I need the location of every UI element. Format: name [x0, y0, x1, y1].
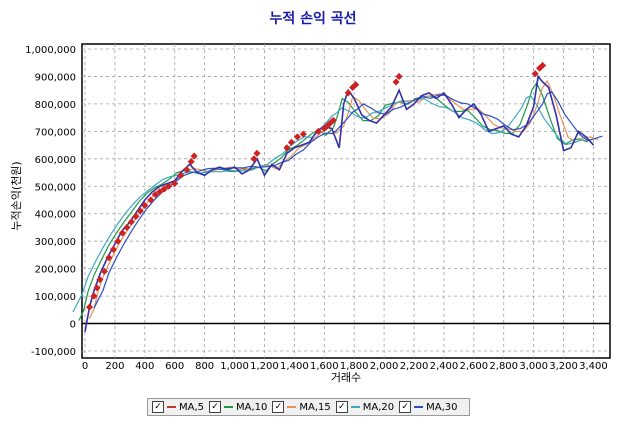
legend-checkbox[interactable]: ✓ — [335, 401, 348, 413]
x-tick-label: 2,600 — [460, 361, 489, 372]
peak-marker — [109, 245, 117, 253]
legend-label: MA,10 — [236, 401, 268, 413]
y-tick-label: 300,000 — [35, 237, 76, 248]
series-line-ma-20 — [72, 94, 582, 313]
y-axis-label: 누적손익(천원) — [9, 161, 23, 230]
peak-marker — [127, 218, 135, 226]
legend-label: MA,30 — [426, 401, 458, 413]
legend-label: MA,15 — [299, 401, 331, 413]
legend-item-ma-5[interactable]: ✓ MA,5 — [152, 401, 204, 413]
y-tick-label: 500,000 — [35, 182, 76, 193]
x-tick-label: 1,800 — [340, 361, 369, 372]
legend-checkbox[interactable]: ✓ — [399, 401, 412, 413]
legend-swatch — [167, 406, 176, 408]
peak-marker — [395, 72, 403, 80]
x-axis-ticks: 0 200 400 600 800 1,000 1,200 1,400 1,600 1,800 2,… — [82, 361, 608, 372]
y-tick-label: 400,000 — [35, 210, 76, 221]
y-tick-label: 600,000 — [35, 155, 76, 166]
peak-marker — [329, 116, 337, 124]
plot-area — [81, 43, 611, 359]
y-tick-label: 800,000 — [35, 100, 76, 111]
peak-marker — [250, 155, 258, 163]
peak-marker — [114, 237, 122, 245]
x-tick-label: 800 — [195, 361, 214, 372]
legend-swatch — [224, 406, 234, 408]
y-tick-label: -100,000 — [31, 347, 76, 358]
peak-marker — [190, 152, 198, 160]
x-tick-label: 3,200 — [549, 361, 578, 372]
peak-marker — [90, 292, 98, 300]
peak-marker — [299, 130, 307, 138]
new-high-markers — [85, 61, 547, 311]
legend-checkbox[interactable]: ✓ — [272, 401, 285, 413]
x-tick-label: 1,600 — [310, 361, 339, 372]
x-tick-label: 0 — [82, 361, 88, 372]
x-tick-label: 1,400 — [280, 361, 309, 372]
peak-marker — [171, 179, 179, 188]
y-tick-label: 900,000 — [35, 72, 76, 83]
legend-checkbox[interactable]: ✓ — [209, 401, 222, 413]
legend-label: MA,20 — [362, 401, 395, 413]
peak-marker — [100, 267, 108, 275]
y-axis-ticks: 1,000,000 900,000 800,000 700,000 600,000 500… — [25, 45, 76, 358]
legend-swatch — [350, 406, 360, 408]
legend-item-ma-20[interactable]: ✓ MA,20 — [335, 401, 395, 413]
y-tick-label: 700,000 — [35, 127, 76, 138]
x-tick-label: 3,000 — [519, 361, 548, 372]
y-tick-label: 100,000 — [35, 292, 76, 303]
x-axis-label: 거래수 — [331, 371, 361, 384]
peak-marker — [118, 229, 126, 237]
legend-swatch — [287, 406, 297, 408]
legend-item-ma-30[interactable]: ✓ MA,30 — [399, 401, 458, 413]
peak-marker — [314, 127, 322, 135]
peak-marker — [123, 223, 131, 231]
peak-marker — [392, 78, 400, 86]
x-tick-label: 400 — [135, 361, 154, 372]
peak-marker — [165, 182, 173, 190]
x-tick-label: 2,200 — [400, 361, 429, 372]
legend: ✓ MA,5 ✓ MA,10 ✓ MA,15 ✓ MA,20 ✓ MA,30 — [147, 398, 470, 416]
peak-marker — [283, 144, 291, 152]
peak-marker — [141, 201, 149, 210]
y-tick-label: 0 — [70, 320, 76, 331]
peak-marker — [160, 185, 168, 193]
peak-marker — [105, 254, 113, 262]
peak-marker — [177, 171, 185, 179]
peak-marker — [96, 276, 104, 284]
x-tick-label: 2,800 — [489, 361, 518, 372]
legend-checkbox[interactable]: ✓ — [152, 401, 164, 413]
peak-marker — [132, 212, 140, 221]
peak-marker — [531, 70, 539, 78]
x-tick-label: 1,000 — [220, 361, 249, 372]
x-tick-label: 1,200 — [250, 361, 279, 372]
peak-marker — [156, 188, 164, 196]
peak-marker — [151, 190, 159, 199]
peak-marker — [539, 61, 547, 70]
equity-line — [84, 74, 595, 332]
peak-marker — [293, 133, 301, 141]
legend-label: MA,5 — [179, 401, 205, 413]
x-tick-label: 3,400 — [579, 361, 608, 372]
x-tick-label: 600 — [165, 361, 184, 372]
x-tick-label: 2,400 — [430, 361, 459, 372]
y-tick-label: 200,000 — [35, 265, 76, 276]
peak-marker — [352, 81, 360, 89]
peak-marker — [136, 207, 144, 215]
grid-lines — [82, 44, 610, 358]
y-tick-label: 1,000,000 — [25, 45, 76, 56]
legend-swatch — [414, 406, 424, 408]
peak-marker — [344, 89, 352, 97]
legend-item-ma-15[interactable]: ✓ MA,15 — [272, 401, 331, 413]
peak-marker — [85, 303, 94, 311]
chart-title: 누적 손익 곡선 — [269, 10, 356, 27]
peak-marker — [287, 138, 295, 146]
peak-marker — [187, 158, 195, 166]
peak-marker — [93, 284, 101, 292]
x-tick-label: 2,000 — [370, 361, 399, 372]
x-tick-label: 200 — [105, 361, 124, 372]
peak-marker — [147, 196, 155, 204]
peak-marker — [183, 166, 191, 174]
legend-item-ma-10[interactable]: ✓ MA,10 — [209, 401, 267, 413]
